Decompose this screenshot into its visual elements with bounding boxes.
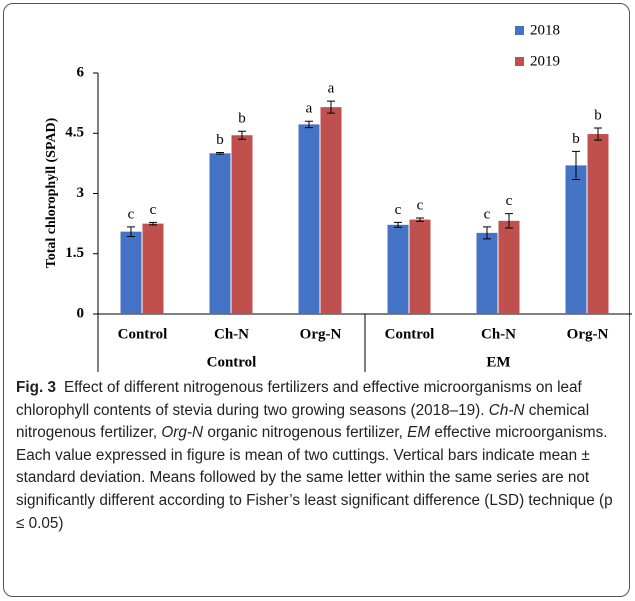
bar	[587, 134, 609, 314]
significance-letter: c	[128, 206, 135, 222]
figure-frame	[3, 3, 630, 597]
bar	[142, 223, 164, 314]
caption-term: EM	[407, 424, 431, 442]
legend-swatch	[515, 26, 524, 35]
legend-swatch	[515, 57, 524, 66]
error-bar	[216, 152, 224, 155]
caption: Fig. 3 Effect of different nitrogenous fe…	[16, 377, 622, 535]
bar	[565, 165, 587, 314]
error-bar	[327, 100, 335, 114]
bar	[209, 153, 231, 314]
error-bar	[149, 221, 157, 226]
group-label: Control	[207, 354, 257, 370]
y-tick-label: 1.5	[65, 245, 84, 261]
error-bar	[238, 130, 246, 140]
error-bar	[416, 217, 424, 222]
significance-letter: c	[395, 202, 402, 218]
significance-letter: a	[306, 101, 313, 117]
error-bar	[394, 221, 402, 228]
bar	[231, 135, 253, 314]
significance-letter: c	[484, 206, 491, 222]
chart: Total chlorophyll (SPAD) 0 1.5 3 4.5 6 Contro…	[44, 22, 632, 372]
y-tick-label: 3	[77, 185, 85, 201]
caption-label: Fig. 3	[16, 379, 56, 396]
error-bar	[483, 226, 491, 240]
x-tick-label: Ch-N	[214, 326, 249, 342]
significance-letter: b	[594, 107, 602, 123]
error-bar	[305, 120, 313, 129]
error-bar	[127, 226, 135, 237]
caption-term: Org-N	[161, 424, 204, 442]
legend-label: 2019	[530, 53, 560, 69]
significance-letter: b	[572, 131, 580, 147]
significance-letter: c	[417, 197, 424, 213]
caption-term: Ch-N	[488, 401, 525, 419]
bar	[476, 232, 498, 314]
caption-text: organic nitrogenous fertilizer,	[207, 424, 403, 442]
significance-letter: b	[216, 132, 224, 148]
significance-letter: c	[506, 193, 513, 209]
bar	[120, 231, 142, 314]
bar	[298, 124, 320, 314]
group-label: EM	[486, 354, 510, 370]
caption-text: effective microorganisms. Each value exp…	[16, 424, 613, 532]
bar	[320, 107, 342, 315]
y-axis-label: Total chlorophyll (SPAD)	[44, 117, 59, 268]
x-tick-label: Org-N	[567, 326, 609, 342]
bar	[409, 219, 431, 314]
y-tick-label: 6	[77, 64, 85, 80]
y-tick-label: 4.5	[65, 125, 84, 141]
significance-letter: b	[238, 111, 246, 127]
caption-text: chemical nitrogenous fertilizer,	[16, 401, 590, 442]
x-tick-label: Ch-N	[481, 326, 516, 342]
error-bar	[505, 213, 513, 229]
x-tick-label: Org-N	[300, 326, 342, 342]
bar	[387, 224, 409, 314]
error-bar	[572, 150, 580, 180]
y-tick-label: 0	[77, 305, 85, 321]
significance-letter: a	[328, 81, 335, 97]
bar	[498, 220, 520, 314]
error-bar	[594, 127, 602, 141]
significance-letter: c	[150, 202, 157, 218]
x-tick-label: Control	[385, 326, 435, 342]
x-tick-label: Control	[118, 326, 168, 342]
caption-text: Effect of different nitrogenous fertiliz…	[16, 379, 582, 419]
legend-label: 2018	[530, 22, 560, 38]
